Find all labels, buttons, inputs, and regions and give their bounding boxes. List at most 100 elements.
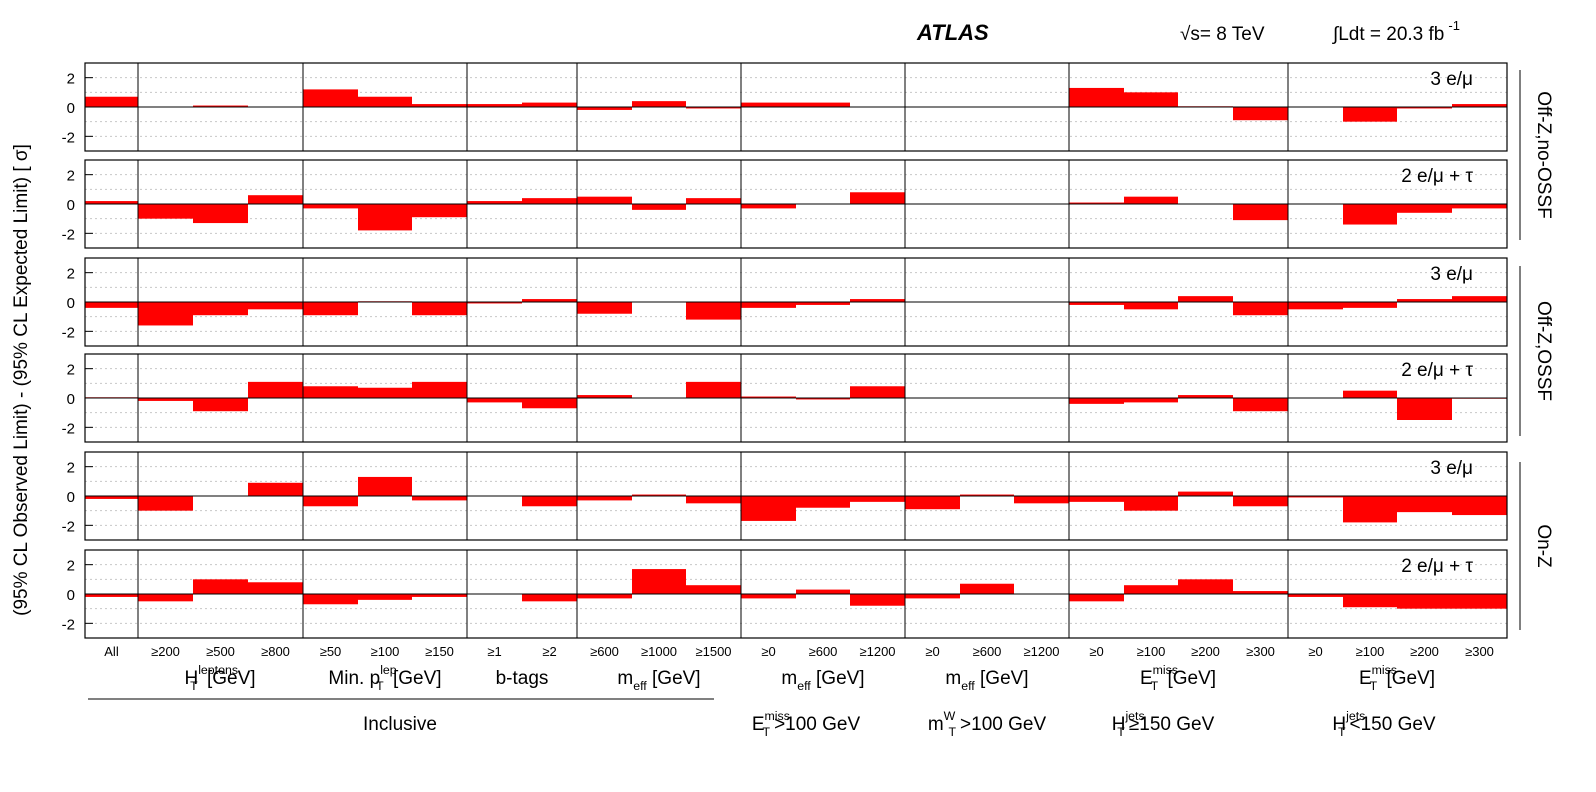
region-label: Off-Z,no-OSSF [1533, 91, 1554, 218]
label-main: E [1140, 668, 1153, 689]
category-label: ≥800 [261, 644, 290, 659]
label-main: H [1332, 714, 1346, 735]
bar-4-21 [1178, 395, 1233, 398]
bar-5-10 [577, 496, 632, 501]
bar-3-26 [1452, 296, 1507, 302]
y-tick-label: 0 [67, 391, 75, 408]
bar-5-14 [796, 496, 850, 508]
bar-1-24 [1343, 107, 1397, 122]
label-sup: miss [765, 709, 790, 723]
category-label: ≥500 [206, 644, 235, 659]
label-sub: eff [633, 679, 647, 693]
bar-4-19 [1069, 398, 1124, 404]
panel-label: 3 e/μ [1430, 264, 1473, 285]
category-label: ≥50 [320, 644, 342, 659]
bar-6-3 [193, 579, 248, 594]
category-label: ≥2 [542, 644, 556, 659]
y-tick-label: 0 [67, 295, 75, 312]
category-label: ≥600 [973, 644, 1002, 659]
category-label: ≥200 [151, 644, 180, 659]
category-label: ≥1200 [1023, 644, 1059, 659]
label-sub: T [1117, 725, 1125, 739]
bar-3-21 [1178, 296, 1233, 302]
category-label: ≥100 [1137, 644, 1166, 659]
label-sub: T [1151, 679, 1159, 693]
y-tick-label: 2 [67, 266, 75, 283]
y-tick-label: 2 [67, 168, 75, 185]
bar-2-24 [1343, 204, 1397, 225]
bar-6-1 [85, 594, 138, 597]
bar-2-8 [467, 201, 522, 204]
group-label-6: meff [GeV] [945, 668, 1028, 693]
header: ATLAS √s= 8 TeV ∫Ldt = 20.3 fb -1 [916, 18, 1460, 45]
bar-6-6 [358, 594, 412, 600]
bar-4-4 [248, 381, 303, 398]
bar-1-9 [522, 102, 577, 107]
label-rest: >100 GeV [960, 714, 1046, 735]
label-sup: jets [1124, 709, 1144, 723]
bar-4-14 [796, 398, 850, 400]
y-tick-label: 2 [67, 71, 75, 88]
region-label: Off-Z,OSSF [1533, 301, 1554, 401]
bar-6-23 [1288, 594, 1343, 597]
label-rest: [GeV] [811, 668, 865, 689]
label-rest: [GeV] [1381, 668, 1435, 689]
category-label: ≥0 [761, 644, 775, 659]
cut-label-4: Hjets T <150 GeV [1332, 709, 1436, 739]
bar-2-19 [1069, 202, 1124, 204]
category-tick-labels: All ≥200 ≥500 ≥800 ≥50 ≥100 ≥150 ≥1 ≥2 ≥600 ≥1000 ≥… [104, 644, 1494, 659]
bar-2-15 [850, 192, 905, 204]
experiment-label: ATLAS [916, 20, 989, 45]
panel-2: -2 0 2 2 e/μ + τ [62, 159, 1508, 249]
y-tick-label: 2 [67, 460, 75, 477]
y-tick-label: -2 [62, 420, 75, 437]
bar-6-26 [1452, 594, 1507, 609]
y-axis-label: (95% CL Observed Limit) - (95% CL Expect… [11, 144, 32, 616]
panel-5: -2 0 2 3 e/μ [62, 451, 1508, 541]
bar-4-3 [193, 398, 248, 412]
bar-1-11 [632, 101, 686, 107]
bar-1-5 [303, 89, 358, 107]
panel-4: -2 0 2 2 e/μ + τ [62, 353, 1508, 443]
region-label: On-Z [1533, 524, 1554, 568]
bar-1-7 [412, 104, 467, 107]
label-sub: eff [797, 679, 811, 693]
label-rest: >100 GeV [774, 714, 860, 735]
bar-3-14 [796, 302, 850, 305]
category-label: ≥1200 [859, 644, 895, 659]
bar-3-20 [1124, 302, 1178, 310]
label-main: E [752, 714, 765, 735]
panel-label: 3 e/μ [1430, 458, 1473, 479]
label-sub: T [190, 679, 198, 693]
bar-1-20 [1124, 92, 1178, 107]
bar-5-2 [138, 496, 193, 511]
category-label: ≥300 [1465, 644, 1494, 659]
bar-4-7 [412, 381, 467, 398]
label-main: p [370, 668, 381, 689]
bar-1-6 [358, 96, 412, 107]
bar-5-6 [358, 476, 412, 496]
bar-6-25 [1397, 594, 1452, 609]
label-sub: T [763, 725, 771, 739]
inclusive-label: Inclusive [363, 714, 437, 735]
y-tick-label: -2 [62, 616, 75, 633]
panel-label: 3 e/μ [1430, 69, 1473, 90]
bar-2-12 [686, 198, 741, 204]
bar-4-8 [467, 398, 522, 403]
bar-2-10 [577, 196, 632, 204]
y-tick-label: 0 [67, 489, 75, 506]
bar-1-12 [686, 107, 741, 109]
bar-6-20 [1124, 585, 1178, 594]
label-main: m [781, 668, 797, 689]
bar-3-8 [467, 302, 522, 304]
bar-6-9 [522, 594, 577, 602]
bar-4-9 [522, 398, 577, 409]
region-labels: Off-Z,no-OSSF Off-Z,OSSF On-Z [1519, 70, 1554, 630]
bar-5-16 [905, 496, 960, 510]
bar-5-26 [1452, 496, 1507, 516]
y-tick-label: 2 [67, 362, 75, 379]
bar-5-25 [1397, 496, 1452, 513]
group-label-8: Emiss T [GeV] [1359, 663, 1435, 693]
bar-2-20 [1124, 196, 1178, 204]
